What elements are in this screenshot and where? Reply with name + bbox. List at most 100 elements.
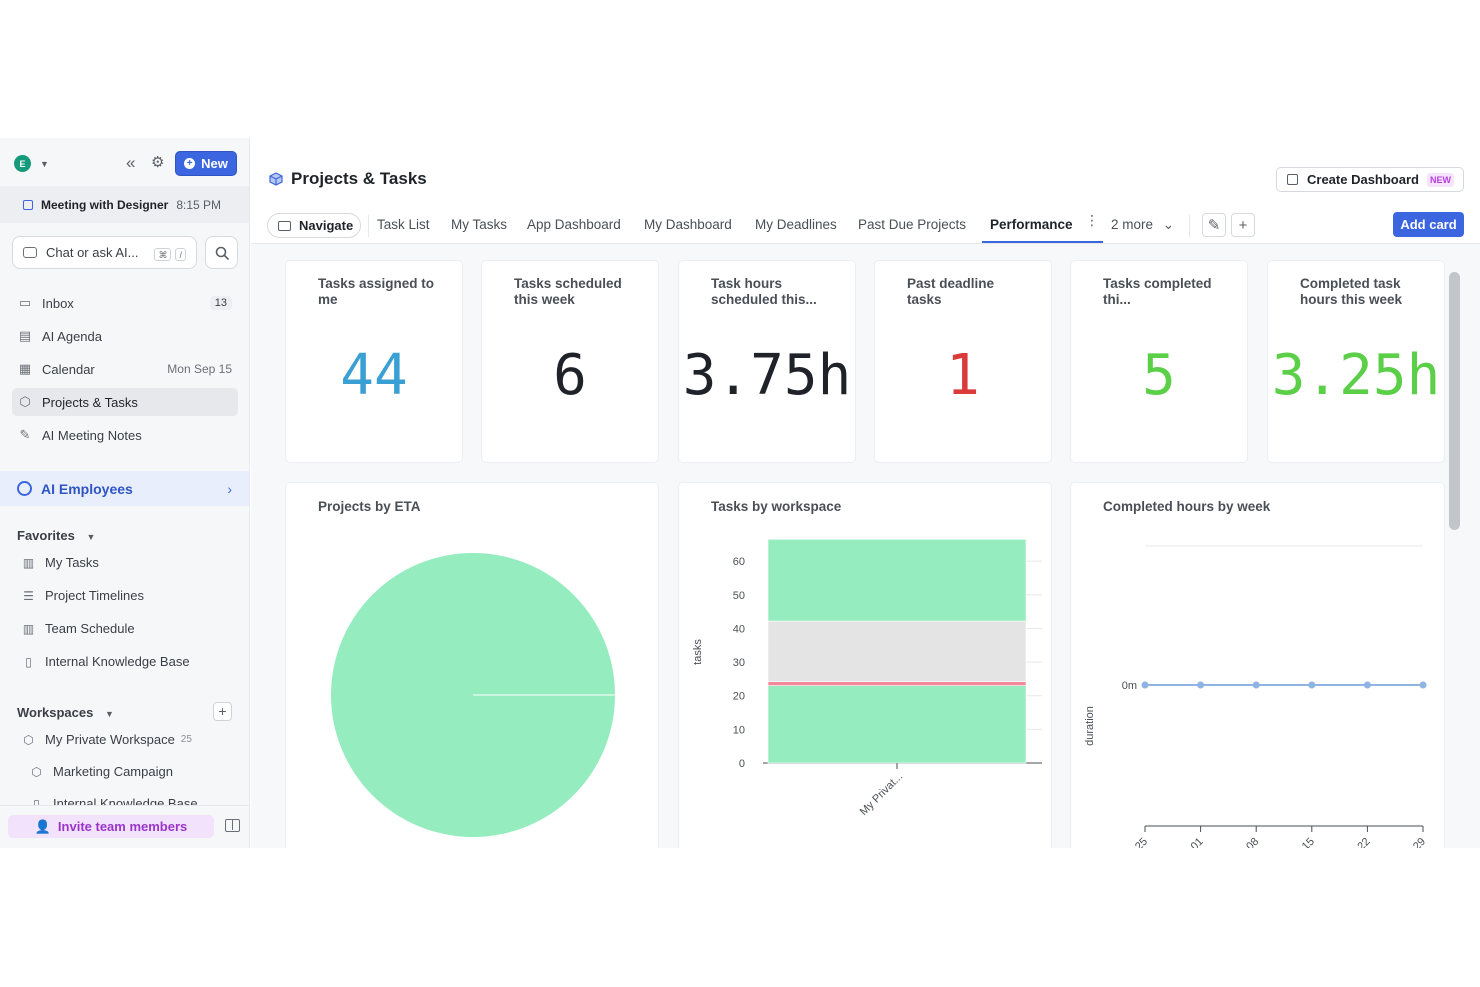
navigate-label: Navigate <box>299 218 354 233</box>
calendar-icon <box>23 199 33 210</box>
stat-card[interactable]: Past deadline tasks 1 <box>874 260 1052 463</box>
tab-options-icon[interactable]: ⋮ <box>1085 212 1099 228</box>
chart-card-tasks-by-workspace[interactable]: Tasks by workspace 0 10 20 30 40 50 60 tasks My … <box>678 482 1052 848</box>
plus-icon: + <box>184 158 196 169</box>
calendar-date: Mon Sep 15 <box>167 362 232 376</box>
sidebar-item-ai-employees[interactable]: AI Employees › <box>0 471 249 506</box>
chat-placeholder: Chat or ask AI... <box>46 245 139 260</box>
favorite-label: Internal Knowledge Base <box>45 654 190 669</box>
workspace-item[interactable]: ⬡ My Private Workspace 25 <box>21 732 192 747</box>
stat-card[interactable]: Completed task hours this week 3.25h <box>1267 260 1445 463</box>
sidebar-item-ai-meeting-notes[interactable]: ✎ AI Meeting Notes <box>12 421 238 449</box>
avatar[interactable]: E <box>14 155 31 172</box>
pie-chart <box>331 553 615 837</box>
chart-title: Tasks by workspace <box>711 499 842 514</box>
stat-card[interactable]: Tasks completed thi... 5 <box>1070 260 1248 463</box>
bar-segment[interactable] <box>767 685 1027 764</box>
main-panel: Projects & Tasks Create Dashboard NEW Na… <box>251 138 1480 848</box>
workspace-label: My Private Workspace <box>45 732 175 747</box>
workspaces-title: Workspaces <box>17 705 94 720</box>
collapse-sidebar-icon[interactable]: « <box>126 153 136 172</box>
add-view-button[interactable]: + <box>1231 213 1255 237</box>
sidebar-item-calendar[interactable]: ▦ Calendar Mon Sep 15 <box>12 355 238 383</box>
cube-icon: ⬡ <box>31 764 42 779</box>
sidebar-top-bar: E ▼ « ⚙ + New <box>0 138 249 186</box>
favorites-header[interactable]: Favorites ▼ <box>17 528 95 543</box>
board-icon: ▥ <box>22 621 35 636</box>
chat-input[interactable]: Chat or ask AI... ⌘ / <box>12 236 197 269</box>
favorite-item[interactable]: ▯ Internal Knowledge Base <box>21 654 190 669</box>
favorite-item[interactable]: ☰ Project Timelines <box>21 588 144 603</box>
chevron-down-icon: ⌄ <box>1162 217 1175 232</box>
tab-past-due-projects[interactable]: Past Due Projects <box>858 217 967 232</box>
tab-my-tasks[interactable]: My Tasks <box>451 217 508 232</box>
new-button[interactable]: + New <box>175 151 237 176</box>
chart-card-completed-hours[interactable]: Completed hours by week 0m duration 25 01 08… <box>1070 482 1445 848</box>
ai-employees-icon <box>17 481 32 496</box>
bar-segment[interactable] <box>767 620 1027 682</box>
scrollbar[interactable] <box>1449 272 1460 530</box>
chart-card-projects-by-eta[interactable]: Projects by ETA <box>285 482 659 848</box>
divider <box>1189 215 1190 237</box>
book-icon[interactable] <box>225 819 240 832</box>
x-tick-label: 08 <box>1244 836 1261 848</box>
stat-card[interactable]: Task hours scheduled this... 3.75h <box>678 260 856 463</box>
stat-label: Tasks scheduled this week <box>514 276 622 307</box>
stat-card[interactable]: Tasks scheduled this week 6 <box>481 260 659 463</box>
stat-value: 5 <box>1142 343 1176 408</box>
new-button-label: New <box>201 156 228 171</box>
workspace-item[interactable]: ⬡ Marketing Campaign <box>29 764 173 779</box>
plus-icon: + <box>1238 216 1248 234</box>
gear-icon[interactable]: ⚙ <box>151 154 165 171</box>
search-icon <box>215 246 229 260</box>
chat-icon <box>23 247 37 258</box>
add-card-button[interactable]: Add card <box>1393 212 1464 237</box>
add-workspace-button[interactable]: + <box>213 702 232 721</box>
workspaces-header[interactable]: Workspaces ▼ <box>17 705 114 720</box>
search-button[interactable] <box>205 236 238 269</box>
chevron-down-icon[interactable]: ▼ <box>40 159 49 169</box>
cube-icon: ⬡ <box>23 732 34 747</box>
data-point[interactable] <box>1252 681 1260 689</box>
tab-task-list[interactable]: Task List <box>377 217 430 232</box>
favorites-title: Favorites <box>17 528 75 543</box>
favorite-label: Team Schedule <box>45 621 135 636</box>
data-point[interactable] <box>1197 681 1205 689</box>
edit-view-button[interactable]: ✎ <box>1202 213 1226 237</box>
favorite-item[interactable]: ▥ Team Schedule <box>21 621 135 636</box>
sidebar-item-ai-agenda[interactable]: ▤ AI Agenda <box>12 322 238 350</box>
slash-key: / <box>175 248 186 261</box>
create-dashboard-label: Create Dashboard <box>1307 172 1419 187</box>
upcoming-meeting[interactable]: Meeting with Designer 8:15 PM <box>0 186 249 223</box>
bar-segment[interactable] <box>767 681 1027 686</box>
invite-team-button[interactable]: 👤 Invite team members <box>8 815 214 838</box>
tab-app-dashboard[interactable]: App Dashboard <box>527 217 621 232</box>
document-icon: ▯ <box>33 796 40 811</box>
data-point[interactable] <box>1308 681 1316 689</box>
data-point[interactable] <box>1419 681 1427 689</box>
sidebar-item-inbox[interactable]: ▭ Inbox 13 <box>12 289 238 317</box>
bar-segment[interactable] <box>767 539 1027 622</box>
inbox-icon: ▭ <box>18 295 32 310</box>
stat-label: Completed task hours this week <box>1300 276 1403 307</box>
stat-card[interactable]: Tasks assigned to me 44 <box>285 260 463 463</box>
navigate-button[interactable]: Navigate <box>267 213 361 238</box>
sidebar-item-projects-tasks[interactable]: ⬡ Projects & Tasks <box>12 388 238 416</box>
favorite-label: My Tasks <box>45 555 99 570</box>
favorite-label: Project Timelines <box>45 588 144 603</box>
meeting-time: 8:15 PM <box>176 197 222 212</box>
tab-performance[interactable]: Performance <box>990 217 1073 232</box>
stat-value: 6 <box>553 343 587 408</box>
more-tabs-dropdown[interactable]: 2 more ⌄ <box>1111 217 1174 233</box>
tab-my-dashboard[interactable]: My Dashboard <box>644 217 732 232</box>
data-point[interactable] <box>1141 681 1149 689</box>
data-point[interactable] <box>1363 681 1371 689</box>
folder-icon <box>278 220 291 231</box>
agenda-icon: ▤ <box>18 328 32 343</box>
create-dashboard-button[interactable]: Create Dashboard NEW <box>1276 167 1464 192</box>
workspace-label: Marketing Campaign <box>53 764 173 779</box>
add-user-icon: 👤 <box>34 818 51 834</box>
chart-title: Completed hours by week <box>1103 499 1271 514</box>
tab-my-deadlines[interactable]: My Deadlines <box>755 217 837 232</box>
favorite-item[interactable]: ▥ My Tasks <box>21 555 99 570</box>
